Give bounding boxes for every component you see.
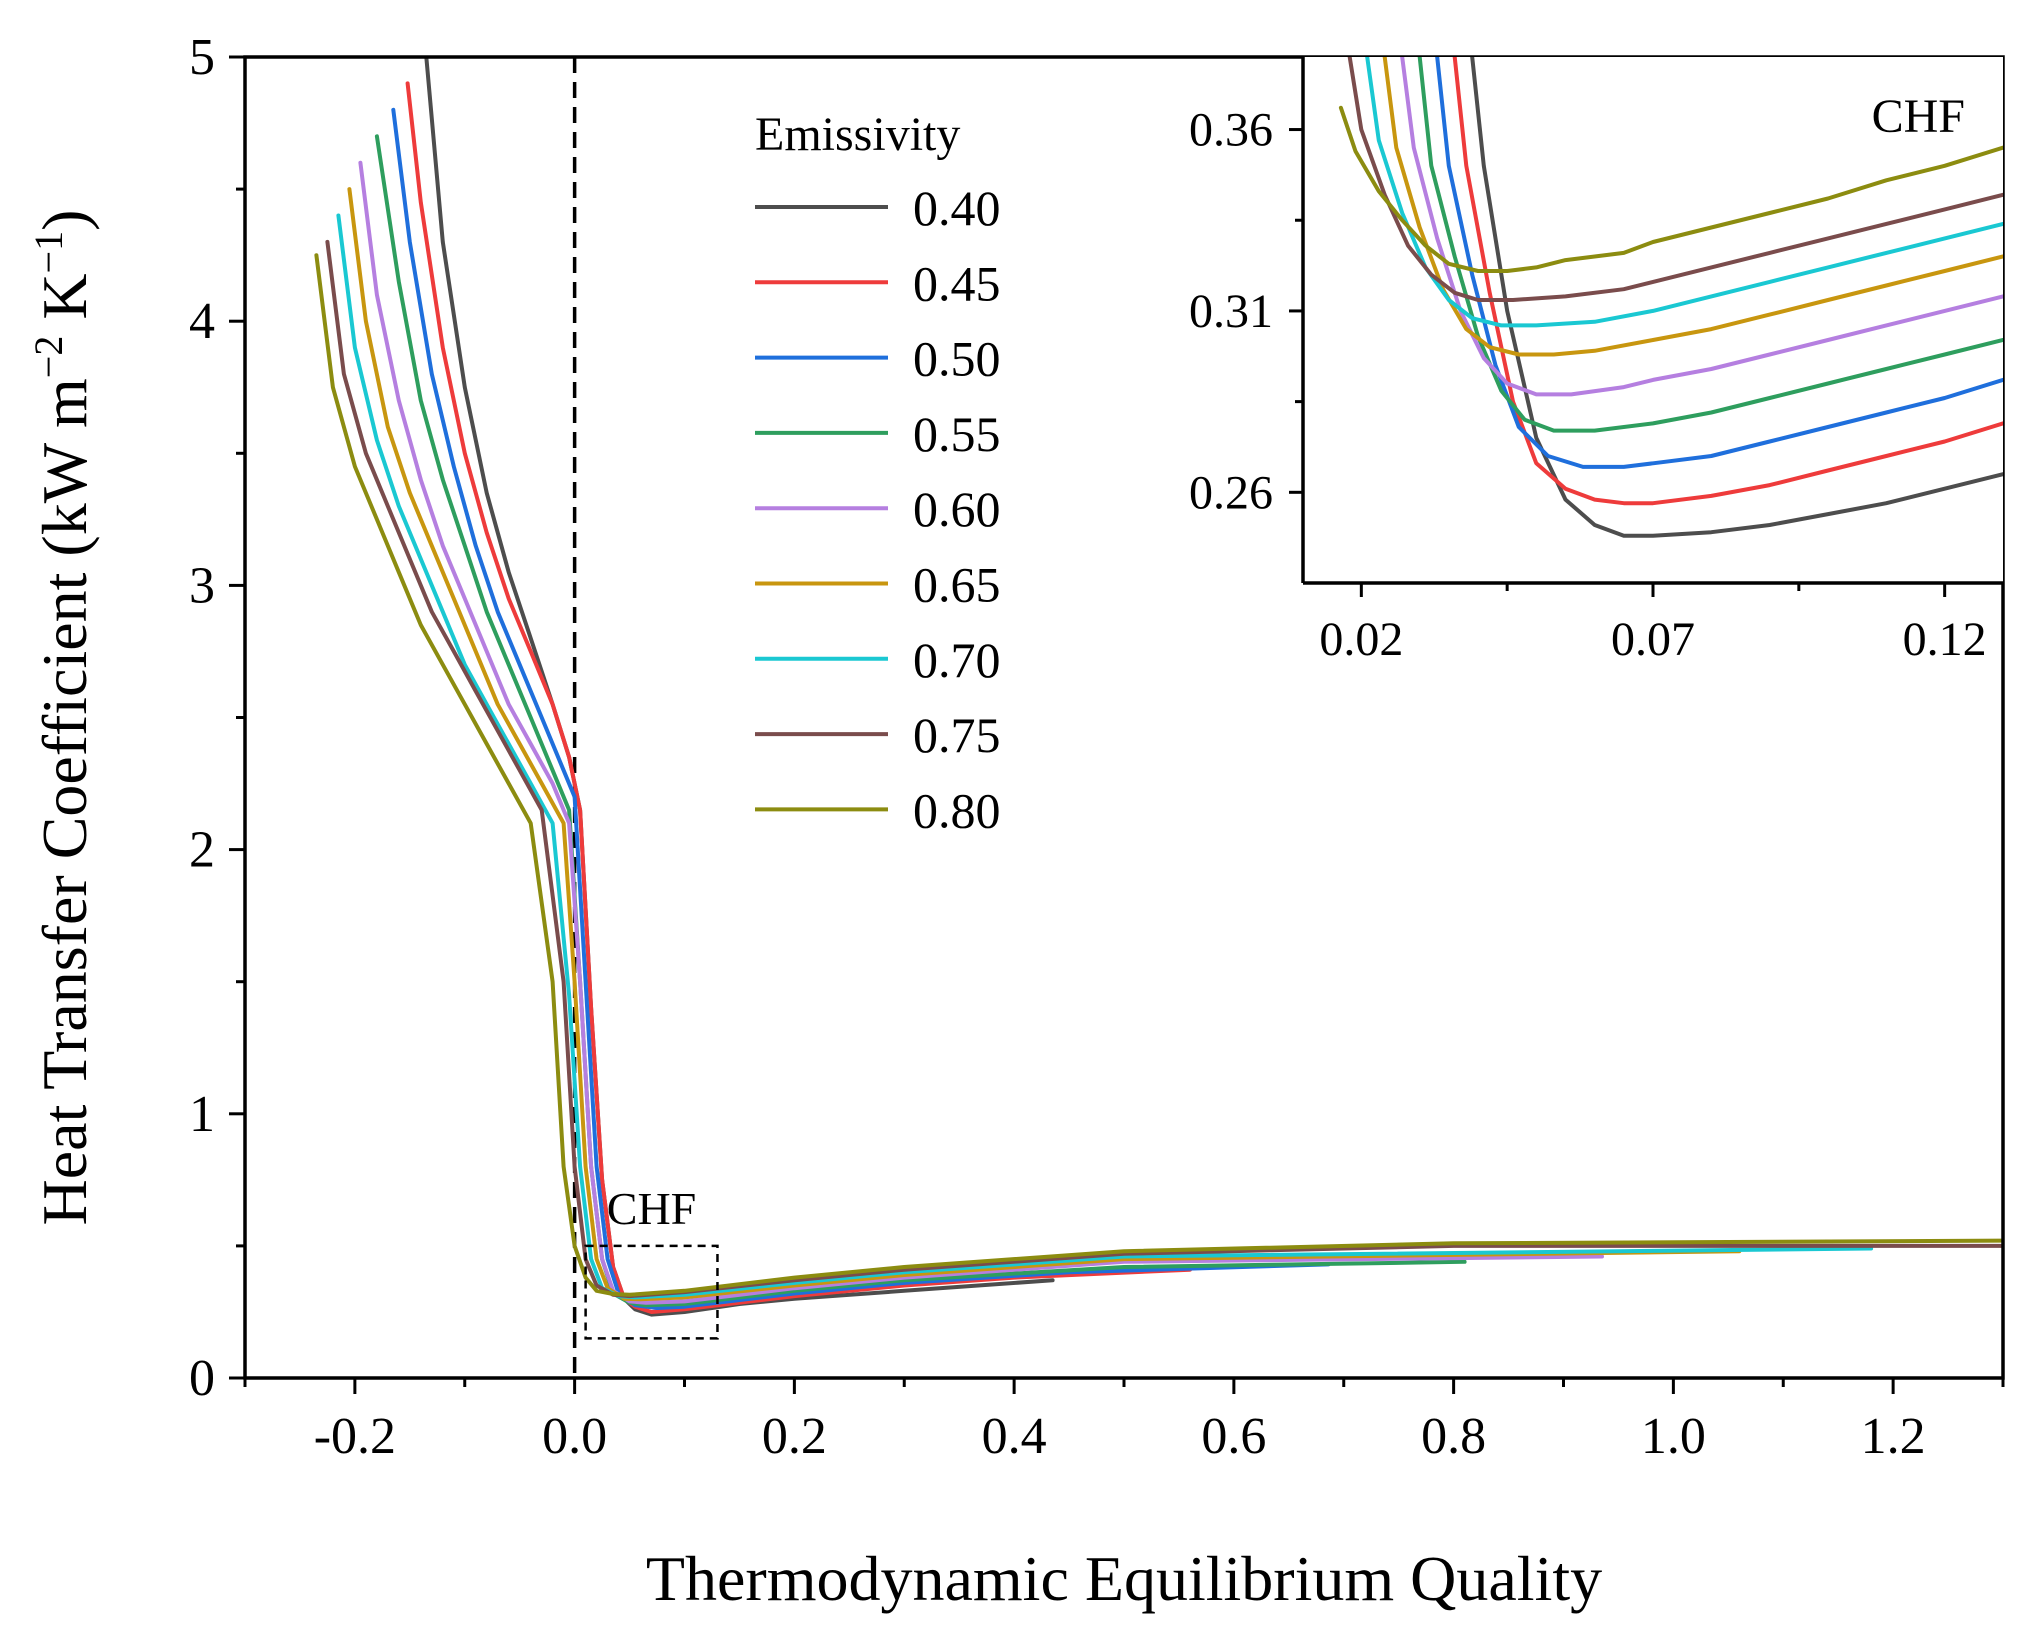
inset-series-line-0.75 xyxy=(1347,57,2003,302)
inset-y-tick-label: 0.31 xyxy=(1189,285,1273,338)
series-line-0.60 xyxy=(358,160,1604,1305)
inset-y-tick-label: 0.26 xyxy=(1189,466,1273,519)
inset-series-line-0.65 xyxy=(1382,57,2003,357)
series-line-0.70 xyxy=(336,213,1874,1300)
main-series-group xyxy=(314,57,2003,1317)
y-axis-label-sup: −1 xyxy=(26,231,71,274)
x-tick-label: 0.6 xyxy=(1201,1408,1266,1465)
inset-title: CHF xyxy=(1872,90,1965,143)
inset-plot: 0.02 0.07 0.12 0.26 0.31 0.36 CHF xyxy=(1189,57,2003,666)
y-axis-label-sup: −2 xyxy=(26,336,71,379)
y-tick-label: 4 xyxy=(189,293,215,350)
y-axis-label-text: Heat Transfer Coefficient (kW m xyxy=(29,378,100,1225)
legend-label: 0.80 xyxy=(913,782,1001,838)
inset-x-tick-label: 0.07 xyxy=(1611,613,1695,666)
y-tick-label: 3 xyxy=(189,557,215,614)
x-tick-label: 0.8 xyxy=(1421,1408,1486,1465)
legend-label: 0.70 xyxy=(913,632,1001,688)
y-tick-label: 1 xyxy=(189,1086,215,1143)
inset-series-line-0.50 xyxy=(1435,57,2003,469)
legend-label: 0.50 xyxy=(913,331,1001,387)
series-line-0.50 xyxy=(391,107,1331,1310)
legend-label: 0.60 xyxy=(913,481,1001,537)
legend: Emissivity 0.40 0.45 0.50 0.55 0.60 0.65 0.70 0.… xyxy=(755,108,1001,838)
x-tick-label: 0.0 xyxy=(542,1408,607,1465)
legend-title: Emissivity xyxy=(755,108,960,161)
x-tick-label: -0.2 xyxy=(314,1408,396,1465)
series-line-0.75 xyxy=(325,239,2003,1299)
inset-x-tick-label: 0.02 xyxy=(1319,613,1403,666)
inset-series-line-0.60 xyxy=(1400,57,2003,397)
inset-series-line-0.45 xyxy=(1452,57,2003,506)
legend-label: 0.55 xyxy=(913,406,1001,462)
legend-label: 0.65 xyxy=(913,557,1001,613)
legend-label: 0.45 xyxy=(913,255,1001,311)
chf-label: CHF xyxy=(607,1183,696,1234)
inset-series-line-0.40 xyxy=(1470,57,2003,538)
x-tick-label: 1.2 xyxy=(1861,1408,1926,1465)
inset-series-line-0.80 xyxy=(1338,105,2003,273)
inset-series-line-0.55 xyxy=(1417,57,2003,433)
series-line-0.45 xyxy=(405,81,1192,1314)
series-line-0.65 xyxy=(347,187,1742,1302)
inset-y-tick-label: 0.36 xyxy=(1189,104,1273,157)
x-tick-label: 0.4 xyxy=(982,1408,1047,1465)
main-plot: CHF -0.2 0.0 0.2 0.4 0.6 0.8 1.0 1.2 0 1 2 3 4 5 Thermo… xyxy=(26,29,2005,1614)
y-tick-label: 5 xyxy=(189,29,215,86)
y-tick-label: 2 xyxy=(189,822,215,879)
x-axis-label: Thermodynamic Equilibrium Quality xyxy=(646,1543,1602,1614)
y-axis-label-text: K xyxy=(29,273,100,335)
y-axis-label: Heat Transfer Coefficient (kW m−2 K−1) xyxy=(26,210,100,1226)
x-tick-label: 0.2 xyxy=(762,1408,827,1465)
legend-label: 0.40 xyxy=(913,180,1001,236)
inset-series-line-0.70 xyxy=(1365,57,2003,328)
inset-background xyxy=(1303,57,2003,583)
y-tick-label: 0 xyxy=(189,1350,215,1407)
series-line-0.80 xyxy=(314,253,2003,1297)
y-axis-label-text: ) xyxy=(29,210,100,231)
x-tick-label: 1.0 xyxy=(1641,1408,1706,1465)
inset-x-tick-label: 0.12 xyxy=(1903,613,1987,666)
legend-label: 0.75 xyxy=(913,707,1001,763)
inset-series-group xyxy=(1338,57,2003,538)
